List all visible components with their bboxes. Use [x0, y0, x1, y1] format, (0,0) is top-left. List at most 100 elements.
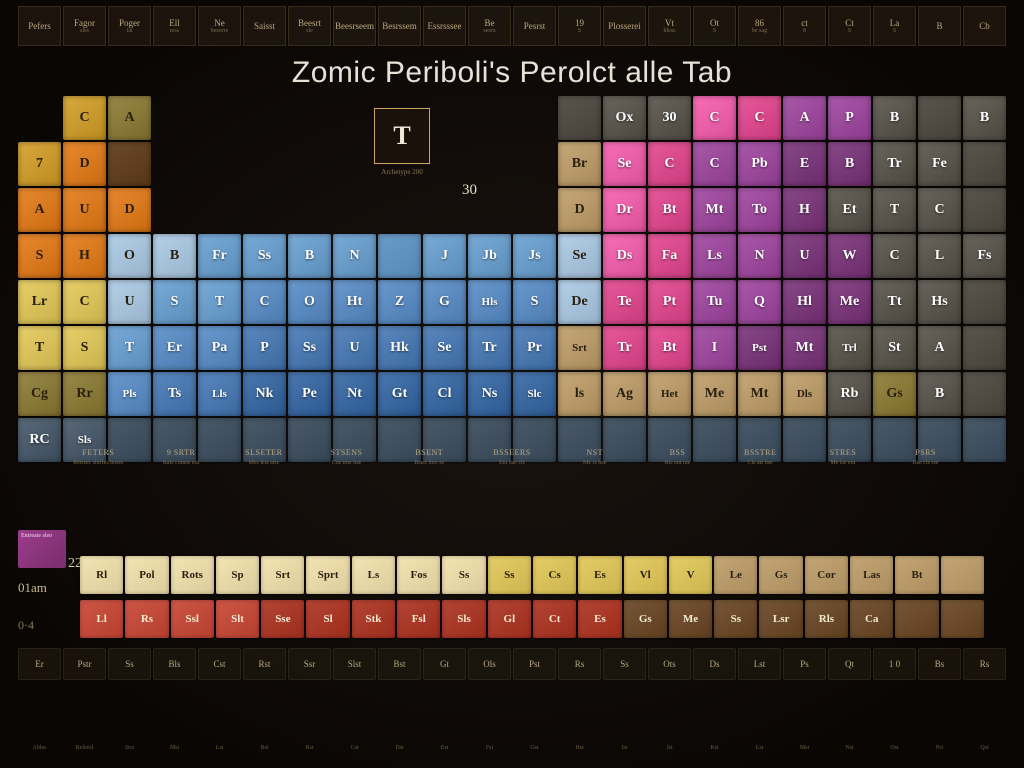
element-cell[interactable]: B — [288, 234, 331, 278]
element-cell[interactable]: L — [918, 234, 961, 278]
element-cell[interactable]: T — [873, 188, 916, 232]
element-cell[interactable]: Vl — [624, 556, 667, 594]
element-cell[interactable]: Pol — [125, 556, 168, 594]
element-cell[interactable] — [513, 96, 556, 140]
element-cell[interactable] — [941, 600, 984, 638]
element-cell[interactable]: H — [783, 188, 826, 232]
element-cell[interactable]: Ts — [153, 372, 196, 416]
element-cell[interactable]: U — [333, 326, 376, 370]
element-cell[interactable]: Ss — [488, 556, 531, 594]
element-cell[interactable]: A — [108, 96, 151, 140]
element-cell[interactable]: P — [828, 96, 871, 140]
element-cell[interactable]: Ns — [468, 372, 511, 416]
element-cell[interactable]: Lls — [198, 372, 241, 416]
element-cell[interactable]: Pst — [738, 326, 781, 370]
element-cell[interactable] — [243, 142, 286, 186]
element-cell[interactable] — [288, 142, 331, 186]
element-cell[interactable]: Et — [828, 188, 871, 232]
element-cell[interactable]: S — [63, 326, 106, 370]
element-cell[interactable]: Ll — [80, 600, 123, 638]
element-cell[interactable]: Br — [558, 142, 601, 186]
element-cell[interactable]: N — [333, 234, 376, 278]
element-cell[interactable]: I — [693, 326, 736, 370]
element-cell[interactable]: Ca — [850, 600, 893, 638]
element-cell[interactable]: H — [63, 234, 106, 278]
element-cell[interactable]: Nt — [333, 372, 376, 416]
element-cell[interactable]: Pr — [513, 326, 556, 370]
element-cell[interactable] — [423, 96, 466, 140]
element-cell[interactable] — [333, 96, 376, 140]
element-cell[interactable]: C — [63, 96, 106, 140]
element-cell[interactable]: Ox — [603, 96, 646, 140]
element-cell[interactable] — [333, 188, 376, 232]
element-cell[interactable]: Cg — [18, 372, 61, 416]
element-cell[interactable]: Ct — [533, 600, 576, 638]
element-cell[interactable] — [153, 142, 196, 186]
element-cell[interactable] — [558, 96, 601, 140]
element-cell[interactable] — [963, 280, 1006, 324]
element-cell[interactable]: C — [243, 280, 286, 324]
element-cell[interactable]: B — [153, 234, 196, 278]
element-cell[interactable]: Fos — [397, 556, 440, 594]
element-cell[interactable]: Dls — [783, 372, 826, 416]
element-cell[interactable] — [198, 188, 241, 232]
element-cell[interactable]: Cor — [805, 556, 848, 594]
element-cell[interactable]: Te — [603, 280, 646, 324]
element-cell[interactable] — [895, 600, 938, 638]
element-cell[interactable]: S — [18, 234, 61, 278]
element-cell[interactable]: T — [18, 326, 61, 370]
element-cell[interactable]: Fe — [918, 142, 961, 186]
element-cell[interactable]: Sls — [442, 600, 485, 638]
element-cell[interactable]: Me — [669, 600, 712, 638]
element-cell[interactable] — [288, 188, 331, 232]
element-cell[interactable]: Pa — [198, 326, 241, 370]
element-cell[interactable]: A — [918, 326, 961, 370]
element-cell[interactable]: Hs — [918, 280, 961, 324]
element-cell[interactable]: C — [918, 188, 961, 232]
element-cell[interactable] — [963, 326, 1006, 370]
element-cell[interactable]: Rls — [805, 600, 848, 638]
element-cell[interactable] — [513, 188, 556, 232]
element-cell[interactable]: Sprt — [306, 556, 349, 594]
element-cell[interactable]: B — [918, 372, 961, 416]
element-cell[interactable]: Me — [828, 280, 871, 324]
element-cell[interactable]: Tr — [873, 142, 916, 186]
element-cell[interactable] — [243, 96, 286, 140]
element-cell[interactable]: U — [783, 234, 826, 278]
element-cell[interactable]: Ag — [603, 372, 646, 416]
element-cell[interactable] — [468, 188, 511, 232]
element-cell[interactable]: Ss — [714, 600, 757, 638]
element-cell[interactable]: Bt — [648, 188, 691, 232]
element-cell[interactable]: T — [108, 326, 151, 370]
element-cell[interactable] — [468, 96, 511, 140]
element-cell[interactable]: Dr — [603, 188, 646, 232]
element-cell[interactable] — [198, 142, 241, 186]
element-cell[interactable]: Gs — [759, 556, 802, 594]
element-cell[interactable]: A — [783, 96, 826, 140]
element-cell[interactable]: Fs — [963, 234, 1006, 278]
element-cell[interactable]: Fa — [648, 234, 691, 278]
element-cell[interactable]: Sl — [306, 600, 349, 638]
element-cell[interactable] — [468, 142, 511, 186]
element-cell[interactable]: Gt — [378, 372, 421, 416]
element-cell[interactable]: Cl — [423, 372, 466, 416]
element-cell[interactable]: Srt — [261, 556, 304, 594]
element-cell[interactable]: T — [198, 280, 241, 324]
element-cell[interactable]: B — [828, 142, 871, 186]
element-cell[interactable] — [153, 188, 196, 232]
element-cell[interactable]: E — [783, 142, 826, 186]
element-cell[interactable]: Se — [558, 234, 601, 278]
element-cell[interactable]: Ss — [442, 556, 485, 594]
element-cell[interactable]: De — [558, 280, 601, 324]
element-cell[interactable]: Se — [423, 326, 466, 370]
element-cell[interactable] — [963, 142, 1006, 186]
element-cell[interactable] — [963, 372, 1006, 416]
element-cell[interactable]: Het — [648, 372, 691, 416]
element-cell[interactable]: G — [423, 280, 466, 324]
element-cell[interactable] — [198, 96, 241, 140]
element-cell[interactable]: Lsr — [759, 600, 802, 638]
element-cell[interactable]: Tr — [603, 326, 646, 370]
element-cell[interactable]: S — [153, 280, 196, 324]
element-cell[interactable]: Ls — [693, 234, 736, 278]
element-cell[interactable]: Cs — [533, 556, 576, 594]
